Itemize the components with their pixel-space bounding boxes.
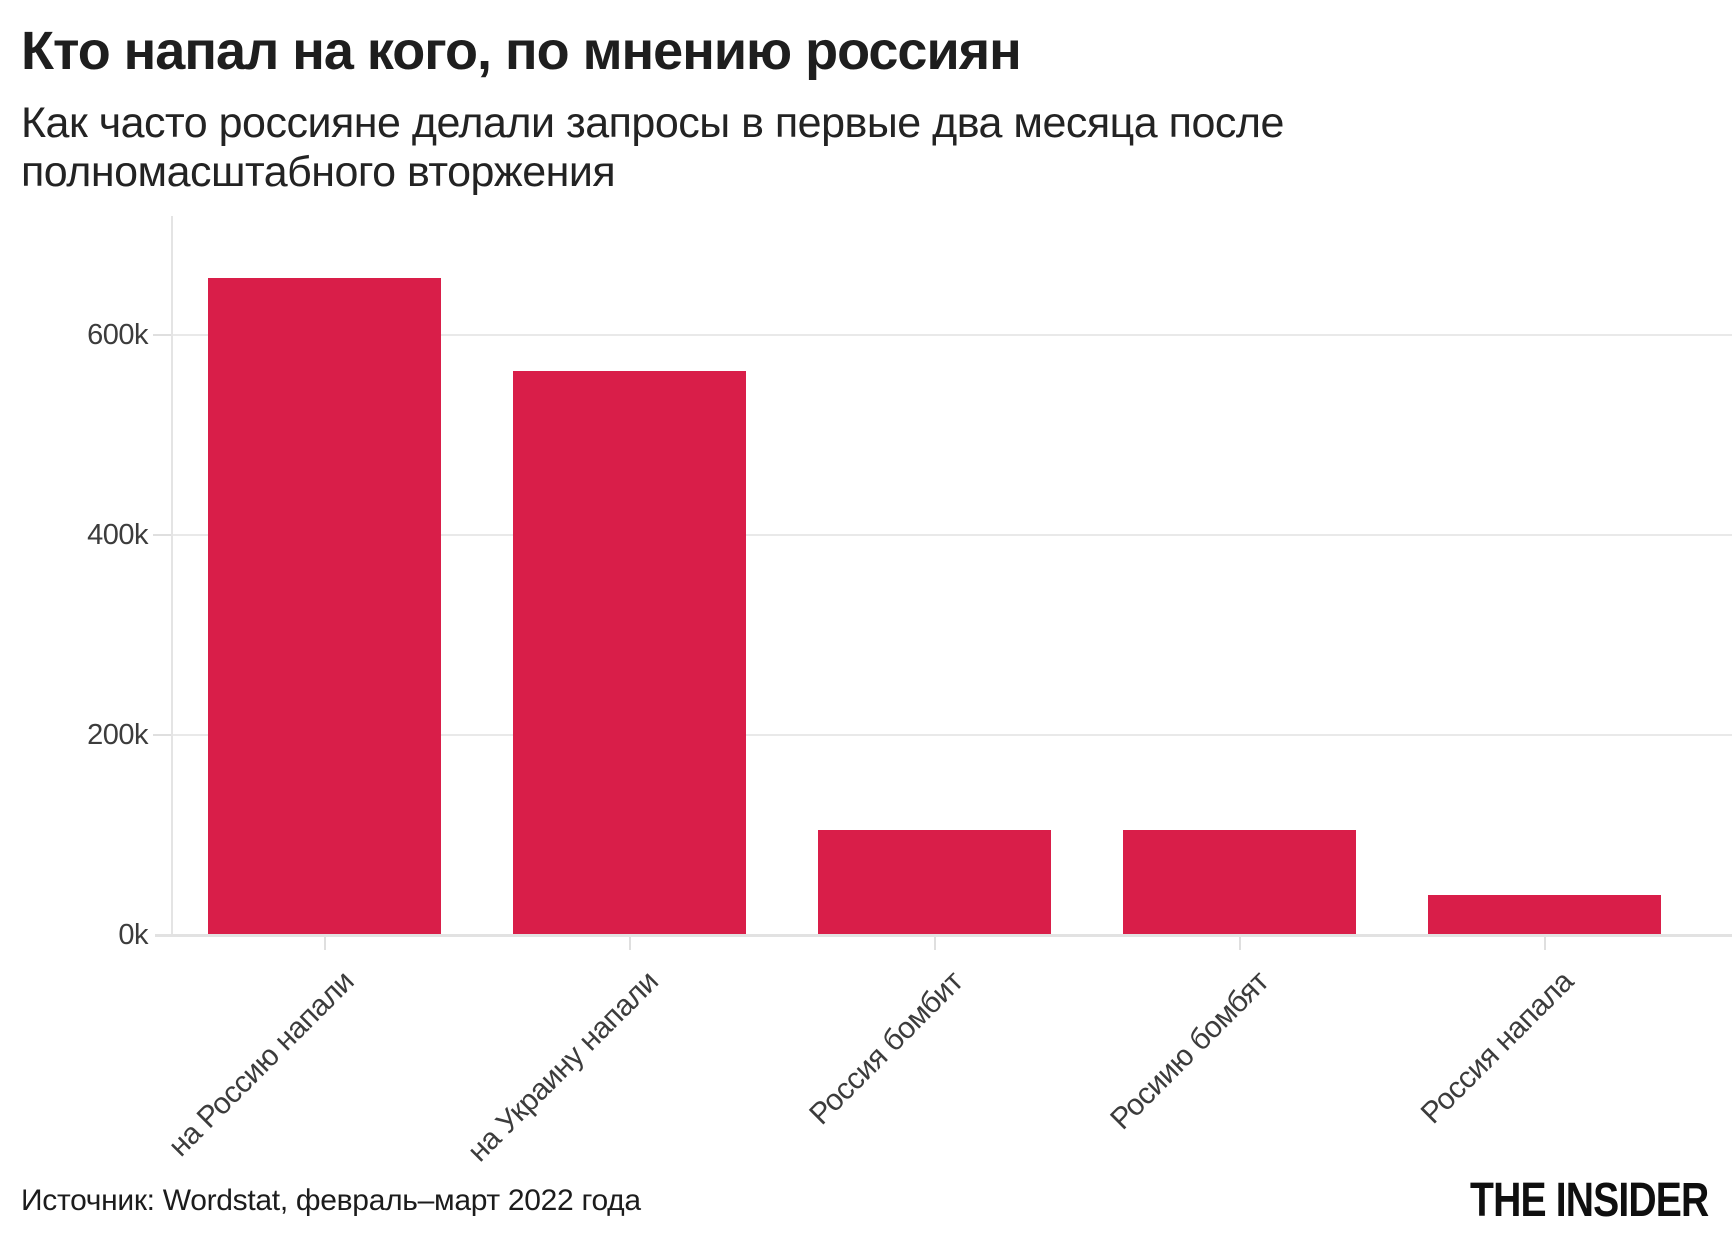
y-axis-tick-label: 600k	[87, 319, 148, 351]
source-note: Источник: Wordstat, февраль–март 2022 го…	[21, 1184, 641, 1217]
chart-subtitle-line-2: полномасштабного вторжения	[21, 148, 616, 196]
bar	[513, 371, 746, 935]
y-axis-tick	[153, 734, 172, 736]
y-axis-tick-label: 200k	[87, 719, 148, 751]
y-gridline	[172, 734, 1732, 736]
chart-subtitle-line-1: Как часто россияне делали запросы в перв…	[21, 99, 1284, 147]
y-axis-tick-label: 0k	[118, 919, 148, 951]
x-axis-category-label: на Россию напали	[161, 965, 360, 1163]
bar	[1123, 830, 1356, 935]
x-axis-category-label: Россия бомбит	[803, 965, 970, 1132]
y-axis-tick	[153, 334, 172, 336]
x-axis-category-label: на Украину напали	[461, 965, 665, 1169]
x-axis-tick	[323, 937, 326, 950]
y-gridline	[172, 534, 1732, 536]
y-axis-tick-label: 400k	[87, 519, 148, 551]
bar	[818, 830, 1051, 935]
bar	[1428, 895, 1661, 935]
y-axis-tick	[153, 534, 172, 536]
chart-title: Кто напал на кого, по мнению россиян	[21, 21, 1022, 81]
x-axis-tick	[628, 937, 631, 950]
x-axis-tick	[933, 937, 936, 950]
the-insider-logo: THE INSIDER	[1469, 1171, 1709, 1227]
bar	[208, 278, 441, 935]
y-axis-line	[171, 216, 173, 935]
x-axis-tick	[1543, 937, 1546, 950]
x-axis-category-label: Росиию бомбят	[1103, 965, 1275, 1137]
chart-subtitle: Как часто россияне делали запросы в перв…	[21, 99, 1284, 197]
y-gridline	[172, 334, 1732, 336]
x-axis-tick	[1238, 937, 1241, 950]
x-axis-category-label: Россия напала	[1414, 965, 1580, 1131]
x-axis-line	[155, 934, 1732, 937]
